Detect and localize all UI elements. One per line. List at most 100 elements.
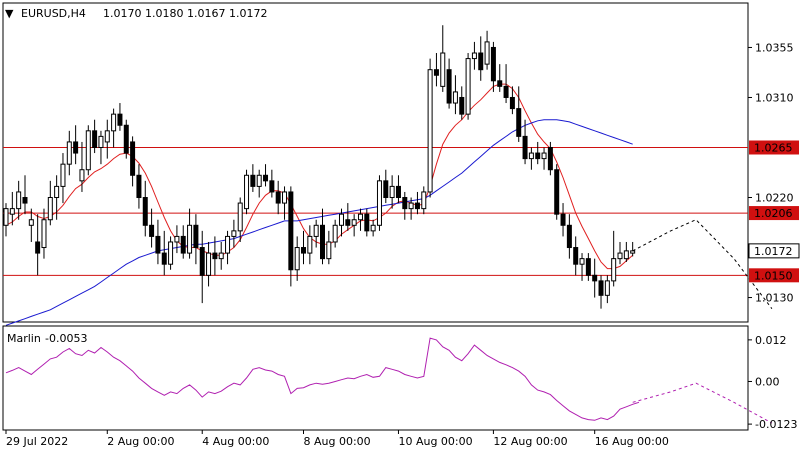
time-tick-label: 16 Aug 00:00 <box>595 435 669 448</box>
candle <box>66 130 72 176</box>
candle <box>516 86 522 142</box>
candle <box>598 275 604 309</box>
time-tick-label: 12 Aug 00:00 <box>493 435 567 448</box>
time-tick-label: 10 Aug 00:00 <box>398 435 472 448</box>
candle <box>528 147 534 170</box>
candle-body-bear <box>598 280 604 296</box>
candle <box>92 119 98 154</box>
candle-body-bull <box>111 113 117 132</box>
candle-body-bear <box>554 169 560 215</box>
candle-body-bull <box>528 152 534 160</box>
candle <box>85 125 91 176</box>
candle-body-bear <box>73 141 79 154</box>
candle <box>28 208 34 242</box>
candle-body-bull <box>174 235 180 243</box>
indicator-value: -0.0053 <box>45 332 87 345</box>
candle <box>611 230 617 287</box>
candle <box>41 208 47 259</box>
candle <box>104 119 110 159</box>
indicator-tick-label: 0.012 <box>755 334 787 347</box>
candle-body-bear <box>155 235 161 254</box>
candle <box>554 164 560 220</box>
candle <box>623 241 629 262</box>
candle <box>22 175 28 215</box>
candle <box>79 141 85 192</box>
candle-body-bear <box>136 174 142 199</box>
candle <box>193 214 199 265</box>
candle <box>60 153 66 204</box>
candle-body-bull <box>41 219 47 249</box>
candle <box>218 241 224 270</box>
indicator-tick-label: 0.00 <box>755 375 780 388</box>
price-tick-label: 1.0130 <box>755 292 794 305</box>
candle <box>168 236 174 270</box>
indicator-tick-label: -0.0123 <box>755 418 797 431</box>
candle <box>288 186 294 287</box>
candle-body-bull <box>421 191 427 210</box>
candle-body-bear <box>585 258 591 276</box>
time-tick-label: 29 Jul 2022 <box>6 435 68 448</box>
candle <box>427 58 433 198</box>
candle <box>263 164 269 187</box>
candle <box>237 197 243 242</box>
candle <box>452 75 458 115</box>
candle-body-bear <box>433 69 439 76</box>
candle <box>604 275 610 304</box>
candle <box>275 180 281 215</box>
candle-body-bear <box>566 224 572 249</box>
candle-body-bear <box>161 252 167 265</box>
price-projection-line <box>632 219 773 310</box>
candle-body-bear <box>149 224 155 237</box>
candle-body-bear <box>503 85 509 98</box>
candle-body-bull <box>187 224 193 254</box>
candle <box>364 208 370 237</box>
candle <box>174 225 180 254</box>
candle <box>130 136 136 187</box>
candle-body-bull <box>351 219 357 226</box>
candle <box>199 230 205 304</box>
candle-body-bear <box>301 247 307 254</box>
candle-body-bear <box>142 197 148 226</box>
candle-body-bear <box>509 96 515 110</box>
candle <box>54 175 60 220</box>
candle-body-bull <box>452 91 458 104</box>
candle <box>440 25 446 92</box>
candle-body-bull <box>630 250 636 254</box>
candle <box>446 58 452 109</box>
candle-body-bear <box>402 197 408 210</box>
candle-body-bear <box>320 224 325 260</box>
candle-body-bull <box>623 250 629 260</box>
candle <box>244 169 250 215</box>
candle <box>307 225 313 265</box>
candle-body-bull <box>326 241 332 260</box>
candle-body-bear <box>199 247 205 276</box>
candle-body-bear <box>395 185 401 199</box>
candle <box>313 219 319 248</box>
candle-body-bear <box>275 191 281 204</box>
candle-body-bear <box>414 202 420 210</box>
time-tick-label: 8 Aug 00:00 <box>304 435 371 448</box>
candle <box>465 53 471 120</box>
candle-body-bear <box>592 274 598 282</box>
candle <box>389 175 395 209</box>
candle <box>345 203 351 231</box>
chart-menu-triangle-icon[interactable]: ▼ <box>5 7 14 20</box>
ohlc-label: 1.0170 1.0180 1.0167 1.0172 <box>103 7 267 20</box>
candle <box>421 186 427 215</box>
candle-body-bull <box>104 130 110 143</box>
candle <box>585 253 591 281</box>
candle-body-bear <box>35 241 41 254</box>
candle-body-bull <box>484 41 490 65</box>
candle <box>383 169 389 204</box>
oscillator-line <box>5 337 640 421</box>
time-tick-label: 2 Aug 00:00 <box>107 435 174 448</box>
candle-body-bull <box>440 52 446 87</box>
candle <box>497 64 503 92</box>
candle <box>370 219 376 237</box>
candle <box>579 253 585 281</box>
current-price-tag <box>748 243 800 259</box>
candle-body-bear <box>263 174 269 182</box>
candle-body-bear <box>180 235 186 254</box>
candle <box>338 208 344 237</box>
